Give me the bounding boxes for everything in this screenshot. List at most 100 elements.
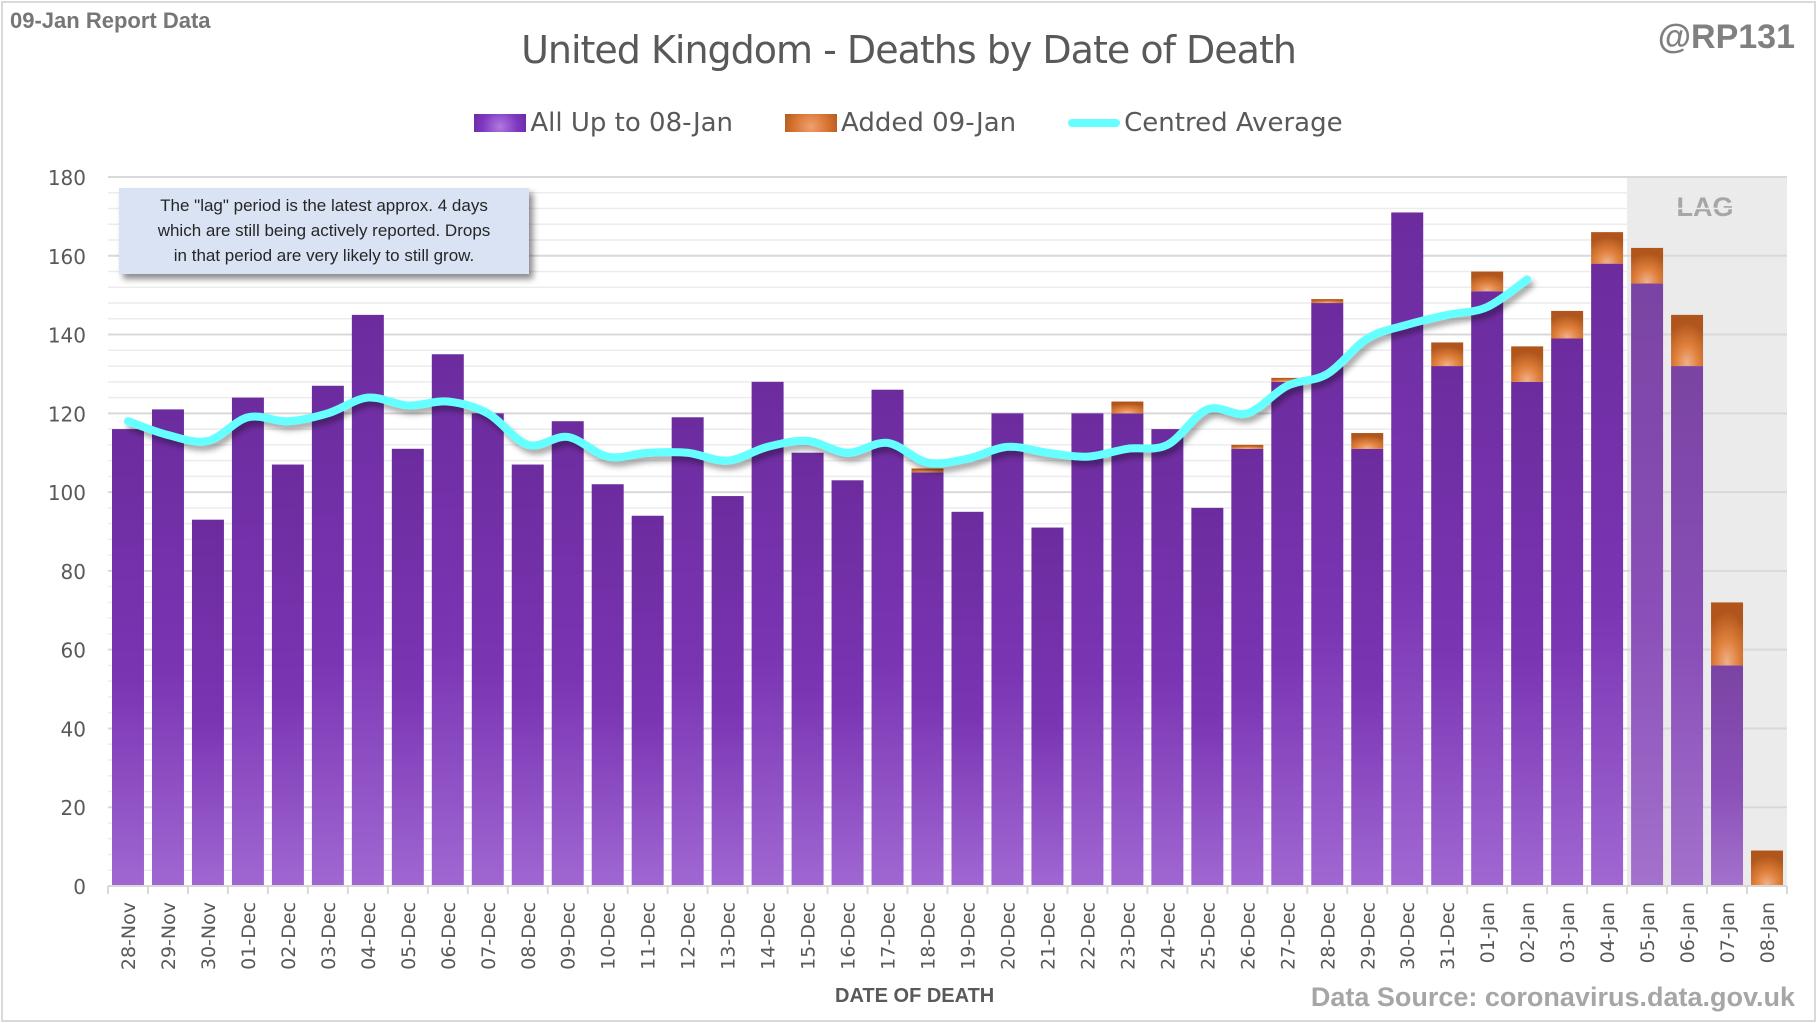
y-tick-label: 100	[48, 481, 86, 505]
legend-item-added[interactable]: Added 09-Jan	[785, 108, 1016, 138]
bar-added[interactable]	[1431, 342, 1464, 367]
x-tick-label: 31-Dec	[1437, 902, 1459, 970]
x-tick-label: 26-Dec	[1237, 902, 1259, 970]
legend-item-average[interactable]: Centred Average	[1068, 108, 1343, 138]
note-line: The "lag" period is the latest approx. 4…	[160, 196, 488, 215]
x-tick-label: 29-Dec	[1357, 902, 1379, 970]
bar-base[interactable]	[991, 413, 1024, 886]
x-tick-label: 08-Dec	[518, 902, 540, 970]
bar-base[interactable]	[711, 496, 744, 886]
lag-note-callout: The "lag" period is the latest approx. 4…	[119, 188, 529, 274]
y-tick-label: 60	[61, 639, 86, 663]
bar-base[interactable]	[1311, 303, 1344, 886]
y-tick-label: 20	[61, 796, 86, 820]
bar-base[interactable]	[111, 429, 144, 886]
bar-added[interactable]	[1311, 299, 1344, 304]
bar-base[interactable]	[151, 409, 184, 886]
bar-base[interactable]	[1471, 291, 1504, 886]
author-handle: @RP131	[1657, 18, 1795, 56]
x-tick-label: 30-Nov	[198, 902, 220, 970]
report-date-tag: 09-Jan Report Data	[10, 8, 211, 33]
bar-added[interactable]	[1351, 433, 1384, 449]
y-tick-label: 140	[48, 324, 86, 348]
legend: All Up to 08-Jan Added 09-Jan Centred Av…	[0, 108, 1817, 138]
bar-base[interactable]	[871, 389, 904, 886]
bar-base[interactable]	[351, 314, 384, 887]
bar-base[interactable]	[1271, 381, 1304, 886]
bar-added[interactable]	[1511, 346, 1544, 382]
bar-base[interactable]	[1631, 283, 1664, 887]
y-tick-label: 120	[48, 402, 86, 426]
legend-label: Added 09-Jan	[841, 108, 1017, 138]
x-tick-label: 21-Dec	[1037, 902, 1059, 970]
bar-base[interactable]	[1671, 366, 1704, 887]
bar-base[interactable]	[1551, 338, 1584, 886]
bar-base[interactable]	[511, 464, 544, 886]
x-tick-label: 11-Dec	[638, 902, 660, 970]
bar-base[interactable]	[1071, 413, 1104, 886]
x-tick-label: 08-Jan	[1757, 902, 1779, 963]
bar-added[interactable]	[1271, 377, 1304, 382]
bar-base[interactable]	[1111, 413, 1144, 886]
bar-base[interactable]	[1711, 665, 1744, 886]
bar-added[interactable]	[1231, 444, 1264, 449]
bar-base[interactable]	[791, 452, 824, 886]
bar-base[interactable]	[271, 464, 304, 886]
bar-base[interactable]	[1431, 366, 1464, 887]
bar-base[interactable]	[1591, 263, 1624, 887]
y-tick-label: 80	[61, 560, 86, 584]
bar-base[interactable]	[1351, 448, 1384, 886]
centred-average-line[interactable]	[123, 275, 1532, 468]
bar-base[interactable]	[911, 472, 944, 886]
x-tick-label: 15-Dec	[798, 902, 820, 970]
bar-base[interactable]	[231, 397, 264, 886]
x-tick-label: 12-Dec	[678, 902, 700, 970]
bar-base[interactable]	[951, 511, 984, 886]
x-tick-label: 06-Jan	[1677, 902, 1699, 963]
bar-base[interactable]	[1511, 381, 1544, 886]
bar-base[interactable]	[191, 519, 224, 886]
bar-added[interactable]	[1631, 247, 1664, 284]
bar-added[interactable]	[911, 468, 944, 473]
y-tick-label: 0	[73, 875, 86, 899]
x-tick-label: 01-Dec	[238, 902, 260, 970]
x-tick-label: 03-Jan	[1557, 902, 1579, 963]
legend-label: All Up to 08-Jan	[530, 108, 734, 138]
bar-added[interactable]	[1671, 314, 1704, 367]
bar-base[interactable]	[1231, 448, 1264, 886]
x-tick-label: 30-Dec	[1397, 902, 1419, 970]
bar-base[interactable]	[431, 354, 464, 886]
bar-base[interactable]	[1391, 212, 1424, 886]
bar-added[interactable]	[1551, 310, 1584, 339]
bar-added[interactable]	[1591, 232, 1624, 264]
y-tick-label: 40	[61, 717, 86, 741]
bar-base[interactable]	[311, 385, 344, 886]
bar-base[interactable]	[551, 421, 584, 886]
bar-base[interactable]	[471, 413, 504, 886]
bar-base[interactable]	[1151, 429, 1184, 886]
bar-base[interactable]	[1191, 507, 1224, 886]
legend-swatch-purple-icon	[474, 114, 527, 132]
x-tick-label: 14-Dec	[758, 902, 780, 970]
x-axis-title: DATE OF DEATH	[835, 985, 995, 1007]
x-tick-label: 02-Jan	[1517, 902, 1539, 963]
y-tick-label: 180	[48, 166, 86, 190]
bar-added[interactable]	[1471, 271, 1504, 292]
bar-base[interactable]	[1031, 527, 1064, 886]
note-line: which are still being actively reported.…	[157, 221, 491, 240]
x-tick-label: 03-Dec	[318, 902, 340, 970]
bar-base[interactable]	[391, 448, 424, 886]
bar-base[interactable]	[631, 515, 664, 886]
bar-added[interactable]	[1751, 850, 1784, 886]
bar-base[interactable]	[831, 480, 864, 886]
chart-title: United Kingdom - Deaths by Date of Death	[521, 28, 1297, 72]
bar-base[interactable]	[751, 381, 784, 886]
legend-item-base[interactable]: All Up to 08-Jan	[474, 108, 733, 138]
x-tick-label: 05-Dec	[398, 902, 420, 970]
bar-added[interactable]	[1111, 401, 1144, 414]
x-tick-label: 01-Jan	[1477, 902, 1499, 963]
bar-added[interactable]	[1711, 602, 1744, 666]
bar-base[interactable]	[671, 417, 704, 886]
bar-base[interactable]	[591, 484, 624, 886]
